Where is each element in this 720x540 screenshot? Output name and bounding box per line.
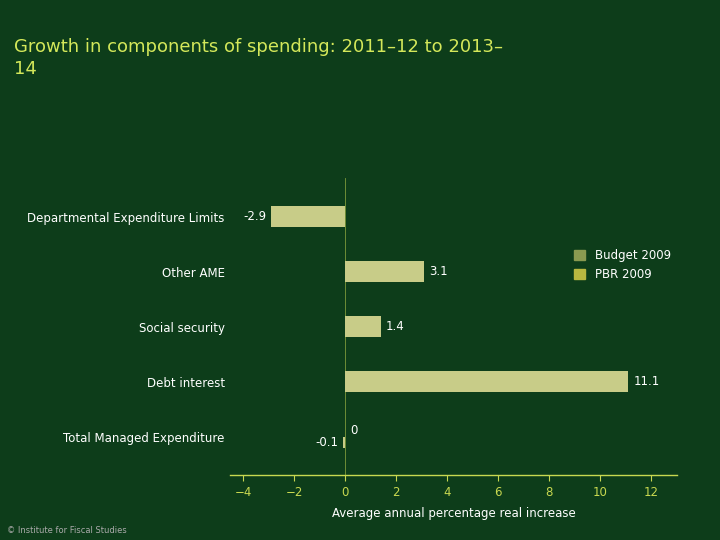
Bar [343, 437, 345, 448]
Text: 3.1: 3.1 [429, 265, 448, 278]
Bar [345, 372, 629, 392]
Bar [345, 261, 424, 282]
Legend: Budget 2009, PBR 2009: Budget 2009, PBR 2009 [574, 249, 671, 281]
Bar [345, 316, 381, 337]
Text: © Institute for Fiscal Studies: © Institute for Fiscal Studies [7, 525, 127, 535]
Bar [271, 206, 345, 227]
Text: -0.1: -0.1 [316, 436, 339, 449]
Text: Growth in components of spending: 2011–12 to 2013–
14: Growth in components of spending: 2011–1… [14, 38, 503, 78]
Text: 1.4: 1.4 [386, 320, 405, 333]
Text: 0: 0 [351, 424, 358, 437]
X-axis label: Average annual percentage real increase: Average annual percentage real increase [332, 507, 575, 520]
Text: -2.9: -2.9 [243, 210, 266, 223]
Text: 11.1: 11.1 [634, 375, 660, 388]
